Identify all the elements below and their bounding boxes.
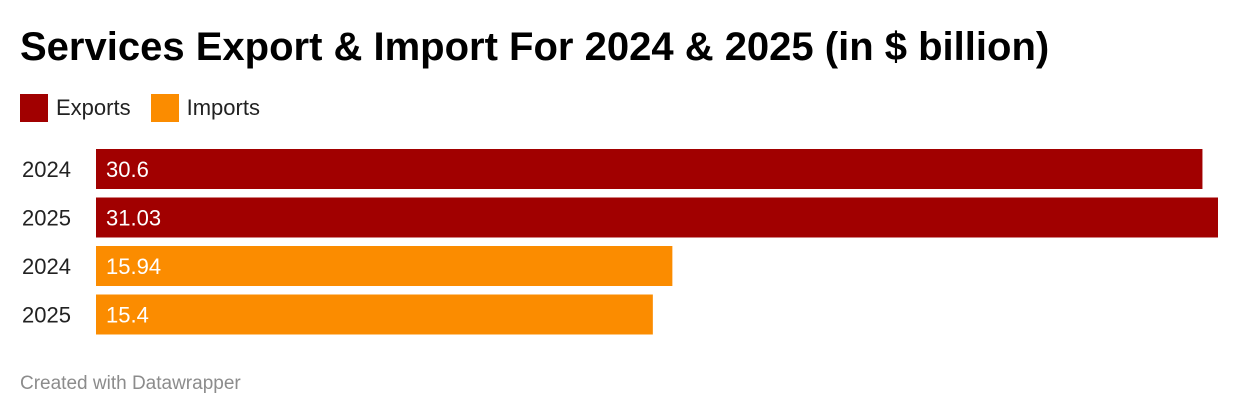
category-label-imports-2024: 2024 xyxy=(22,254,71,279)
value-label-exports-2025: 31.03 xyxy=(106,206,161,231)
legend-label-imports: Imports xyxy=(186,95,260,120)
bar-imports-2024 xyxy=(96,246,673,286)
footer-credit: Created with Datawrapper xyxy=(20,373,241,394)
legend-swatch-exports xyxy=(20,94,48,122)
chart-legend: Exports Imports xyxy=(20,93,280,123)
value-label-imports-2024: 15.94 xyxy=(106,254,161,279)
legend-swatch-imports xyxy=(150,94,179,122)
value-label-exports-2024: 30.6 xyxy=(106,157,149,182)
category-label-exports-2024: 2024 xyxy=(22,157,71,182)
bar-chart: 2024 30.6 2025 31.03 2024 15.94 2025 15.4 xyxy=(22,149,1218,335)
legend-label-exports: Exports xyxy=(56,95,131,120)
value-label-imports-2025: 15.4 xyxy=(106,303,149,328)
legend-item-exports: Exports xyxy=(20,94,131,122)
chart-title: Services Export & Import For 2024 & 2025… xyxy=(20,25,1050,69)
bar-exports-2024 xyxy=(96,149,1203,189)
bar-exports-2025 xyxy=(96,197,1218,238)
legend-item-imports: Imports xyxy=(150,94,260,122)
category-label-exports-2025: 2025 xyxy=(22,206,71,231)
bar-imports-2025 xyxy=(96,294,653,335)
category-label-imports-2025: 2025 xyxy=(22,303,71,328)
